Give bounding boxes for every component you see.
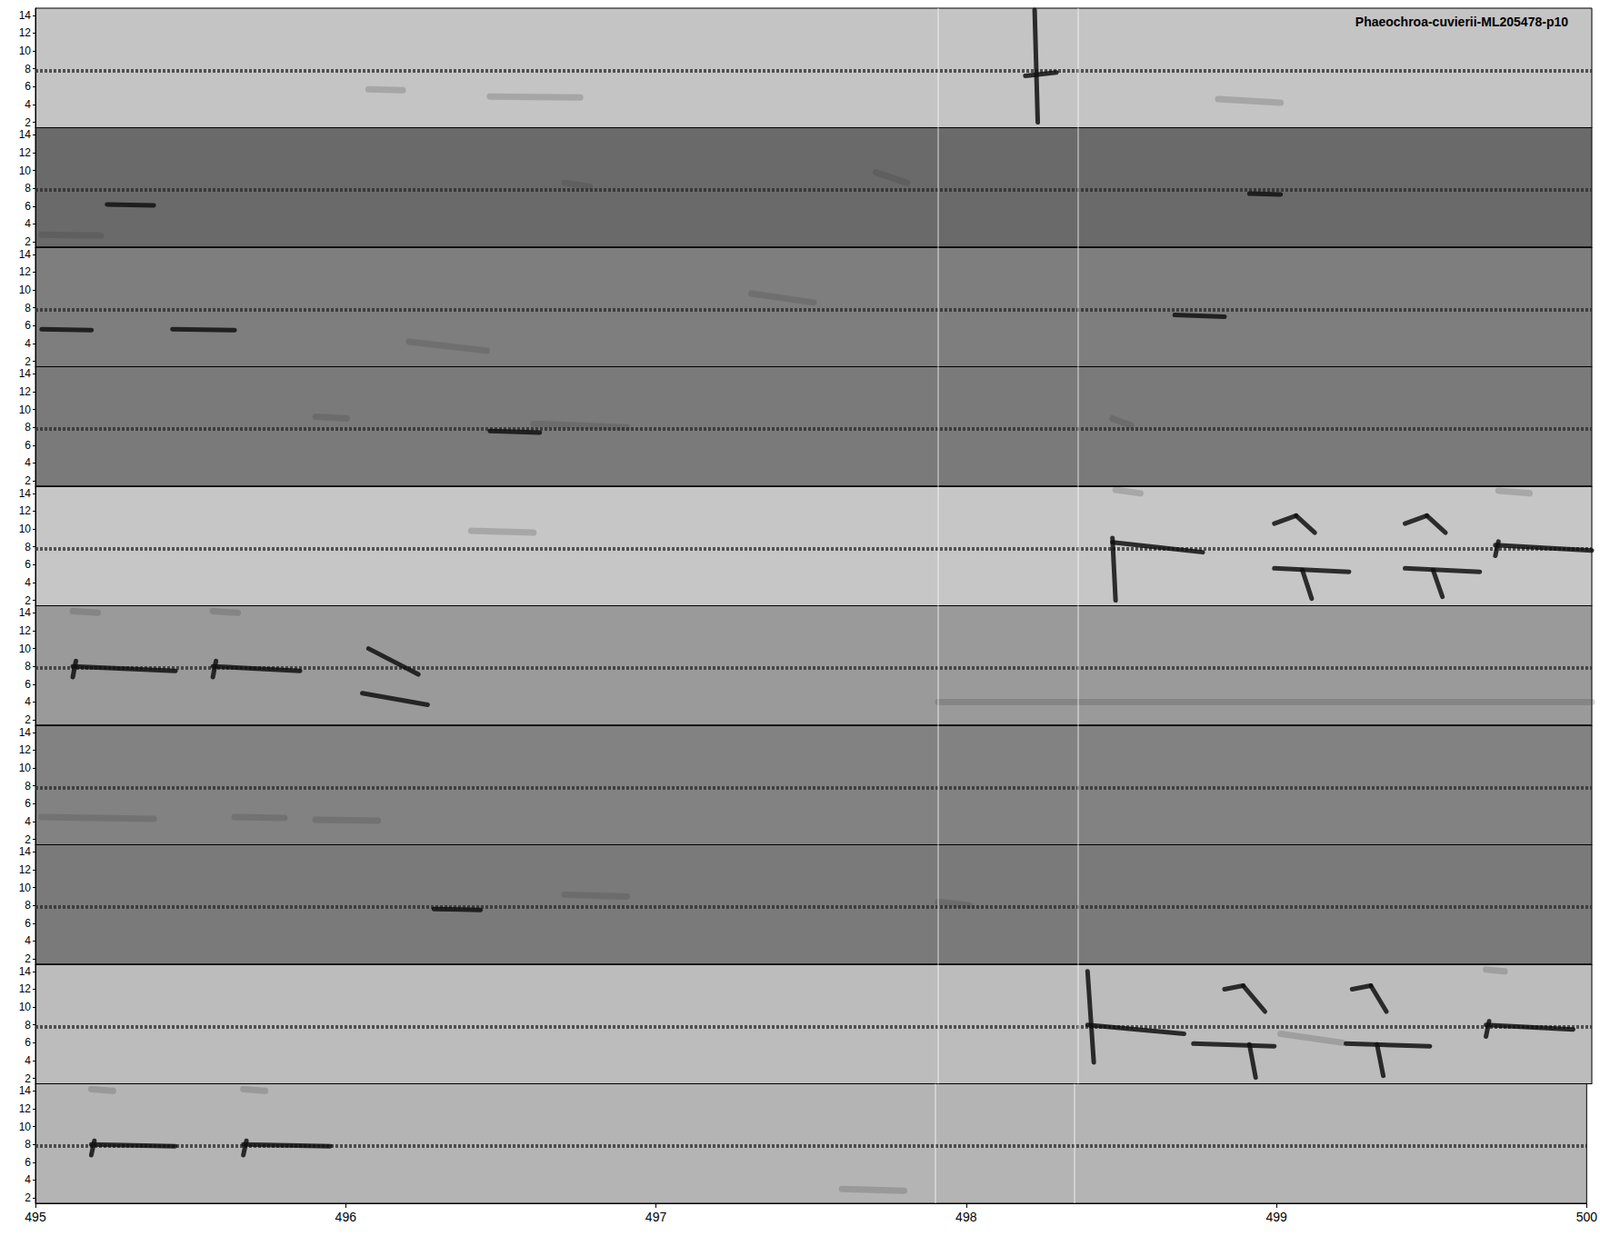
svg-text:14: 14 [19,248,32,261]
svg-text:2: 2 [24,235,31,249]
svg-text:12: 12 [19,385,32,399]
svg-text:10: 10 [19,881,32,895]
svg-text:6: 6 [24,319,31,332]
svg-text:14: 14 [19,965,32,979]
svg-text:8: 8 [24,301,31,315]
svg-text:12: 12 [19,863,32,877]
svg-text:2: 2 [24,1072,31,1086]
svg-text:2: 2 [24,952,31,966]
svg-text:6: 6 [24,678,31,691]
svg-text:12: 12 [19,743,32,757]
svg-text:2: 2 [24,713,31,727]
svg-text:14: 14 [19,845,32,859]
svg-text:4: 4 [24,934,31,948]
svg-text:Phaeochroa-cuvierii-ML205478-p: Phaeochroa-cuvierii-ML205478-p10 [1355,14,1569,30]
svg-text:12: 12 [19,504,32,518]
svg-text:4: 4 [24,337,31,350]
svg-text:10: 10 [19,44,32,58]
svg-text:500: 500 [1576,1210,1599,1225]
svg-text:10: 10 [19,164,32,178]
svg-text:496: 496 [335,1210,358,1225]
svg-text:4: 4 [24,576,31,590]
svg-text:2: 2 [24,116,31,130]
svg-text:8: 8 [24,780,31,793]
svg-text:6: 6 [24,558,31,571]
svg-text:6: 6 [24,917,31,930]
svg-text:12: 12 [19,982,32,996]
svg-text:10: 10 [19,1000,32,1014]
svg-text:14: 14 [19,9,32,22]
svg-text:14: 14 [19,367,32,380]
svg-text:8: 8 [24,1019,31,1032]
svg-text:10: 10 [19,283,32,297]
svg-text:14: 14 [19,128,32,141]
svg-text:4: 4 [24,1054,31,1068]
svg-text:10: 10 [19,761,32,775]
svg-text:10: 10 [19,522,32,536]
svg-text:4: 4 [24,1173,31,1187]
svg-text:4: 4 [24,695,31,709]
svg-text:2: 2 [24,594,31,608]
svg-text:12: 12 [19,146,32,160]
svg-text:14: 14 [19,487,32,500]
svg-text:10: 10 [19,1120,32,1134]
svg-text:8: 8 [24,660,31,673]
svg-text:14: 14 [19,726,32,740]
svg-text:2: 2 [24,1191,31,1205]
svg-text:8: 8 [24,62,31,76]
svg-text:12: 12 [19,26,32,40]
svg-text:499: 499 [1265,1210,1288,1225]
svg-text:6: 6 [24,200,31,213]
svg-text:14: 14 [19,1084,32,1098]
svg-text:12: 12 [19,624,32,638]
svg-text:8: 8 [24,181,31,195]
svg-text:10: 10 [19,403,32,417]
svg-text:6: 6 [24,439,31,452]
svg-text:8: 8 [24,540,31,554]
svg-text:6: 6 [24,80,31,93]
svg-text:4: 4 [24,217,31,230]
svg-text:14: 14 [19,606,32,620]
svg-text:8: 8 [24,1138,31,1151]
svg-text:4: 4 [24,98,31,111]
svg-text:12: 12 [19,1102,32,1116]
svg-text:8: 8 [24,420,31,434]
svg-text:2: 2 [24,355,31,369]
svg-text:4: 4 [24,815,31,829]
svg-text:2: 2 [24,474,31,488]
svg-text:2: 2 [24,833,31,847]
svg-text:498: 498 [955,1210,978,1225]
svg-text:495: 495 [24,1210,47,1225]
svg-text:497: 497 [645,1210,668,1225]
svg-text:6: 6 [24,797,31,810]
svg-text:6: 6 [24,1036,31,1050]
svg-text:4: 4 [24,456,31,470]
svg-text:6: 6 [24,1156,31,1170]
svg-text:10: 10 [19,642,32,656]
svg-text:12: 12 [19,265,32,279]
svg-text:8: 8 [24,899,31,912]
